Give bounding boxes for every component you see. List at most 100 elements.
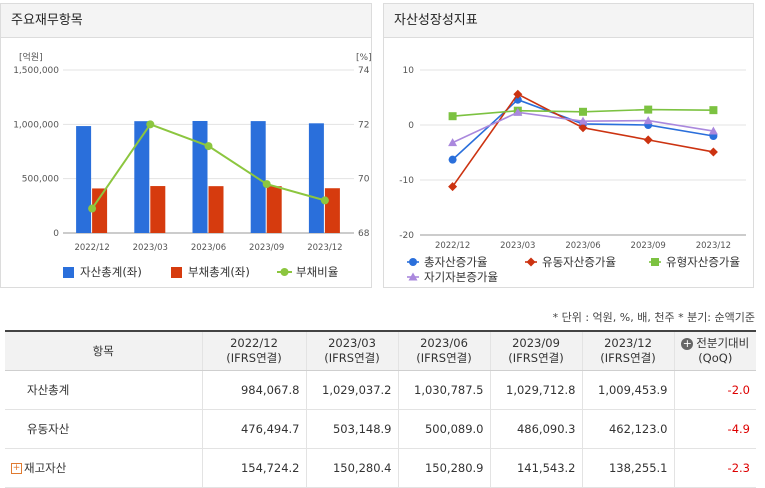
growth-point [643,135,653,145]
x-tick-label: 2023/12 [307,243,342,253]
cell: 476,494.7 [201,409,306,449]
column-header: 2022/12 (IFRS연결) [201,330,306,371]
column-header-qoq: + 전분기대비 (QoQ) [673,330,756,371]
legend-swatch [526,257,536,267]
ratio-point [146,120,155,129]
growth-point [579,107,587,116]
bar-asset [192,120,208,233]
legend-swatch [409,258,417,266]
x-tick-label: 2023/06 [565,241,600,251]
y-tick-label-left: 0 [53,229,59,239]
column-header: 2023/09 (IFRS연결) [489,330,582,371]
cell: 1,029,037.2 [305,370,398,410]
column-header: 2023/06 (IFRS연결) [397,330,490,371]
table-header-row: 항목 2022/12 (IFRS연결) 2023/03 (IFRS연결) 2023/… [5,330,756,371]
cell: 150,280.4 [305,448,398,488]
cell: 138,255.1 [581,448,674,488]
table-row: 자산총계 984,067.8 1,029,037.2 1,030,787.5 1… [5,370,756,410]
row-label: 자산총계 [5,370,202,410]
growth-point [708,126,718,135]
y-tick-label-right: 68 [358,229,370,239]
growth-point [448,112,457,121]
growth-point [513,89,523,99]
legend-label: 총자산증가율 [424,255,487,269]
cell: 1,009,453.9 [581,370,674,410]
left-axis-unit: [억원] [19,51,43,63]
growth-point [448,182,458,192]
column-header: 2023/03 (IFRS연결) [305,330,398,371]
cell: 503,148.9 [305,409,398,449]
y-tick-label-right: 72 [358,120,369,130]
qoq-cell: -2.3 [673,448,756,488]
y-tick-label: 10 [403,66,415,76]
bar-asset [250,121,266,233]
legend-swatch [63,267,74,278]
y-tick-label-right: 74 [358,66,370,76]
x-tick-label: 2022/12 [435,241,470,251]
x-tick-label: 2023/12 [696,241,731,251]
y-tick-label: 0 [408,121,414,131]
growth-point [578,123,588,133]
financial-items-chart: [억원] [%] 0 500,000 1,000,000 1,500,000 68 70 72 7… [13,51,371,279]
ratio-point [204,142,213,151]
asset-growth-chart: -20 -10 0 10 2022/12 2023/03 2023/06 2023/09 202… [399,66,746,284]
y-tick-label: -20 [399,231,414,241]
cell: 984,067.8 [201,370,306,410]
financial-items-panel: 주요재무항목 [억원] [%] 0 500,000 1,000,000 1,500,000… [0,3,372,288]
panel-title: 자산성장성지표 [384,4,753,38]
cell: 486,090.3 [489,409,582,449]
unit-note: * 단위 : 억원, %, 배, 천주 * 분기: 순액기준 [552,311,755,324]
legend-label: 자산총계(좌) [80,265,142,279]
ratio-point [262,180,271,189]
x-tick-label: 2022/12 [74,243,109,253]
ratio-point [88,204,97,213]
legend-label: 유동자산증가율 [542,255,616,269]
growth-point [513,107,523,116]
right-axis-unit: [%] [356,53,371,63]
table-row: 유동자산 476,494.7 503,148.9 500,089.0 486,0… [5,409,756,449]
growth-point [709,106,718,115]
y-tick-label-left: 1,000,000 [13,120,59,130]
bar-liability [92,188,108,233]
y-tick-label: -10 [399,176,414,186]
x-tick-label: 2023/09 [631,241,666,251]
y-tick-label-left: 1,500,000 [13,66,59,76]
cell: 150,280.9 [397,448,490,488]
plus-icon[interactable]: + [681,336,694,350]
qoq-cell: -2.0 [673,370,756,410]
legend-label: 부채비율 [296,265,338,279]
growth-point [708,147,718,157]
asset-growth-panel: 자산성장성지표 -20 -10 0 10 2022/12 2023/03 2023/06 20… [383,3,754,288]
bar-liability [266,186,282,233]
bar-asset [134,121,150,233]
ratio-point [320,196,329,205]
column-header: 2023/12 (IFRS연결) [581,330,674,371]
bar-liability [150,186,166,233]
column-header-item: 항목 [5,330,202,371]
x-tick-label: 2023/09 [249,243,284,253]
bar-asset [308,123,324,233]
row-label: 유동자산 [5,409,202,449]
x-tick-label: 2023/06 [191,243,226,253]
panel-title: 주요재무항목 [1,4,371,38]
table-row: + 재고자산 154,724.2 150,280.4 150,280.9 141,… [5,448,756,488]
growth-point [448,155,457,164]
cell: 1,029,712.8 [489,370,582,410]
cell: 141,543.2 [489,448,582,488]
cell: 462,123.0 [581,409,674,449]
row-label-expandable[interactable]: + 재고자산 [5,448,202,488]
legend-swatch [280,268,289,276]
x-tick-label: 2023/03 [133,243,168,253]
growth-point [578,116,588,125]
bar-asset [76,126,92,233]
legend-label: 부채총계(좌) [188,265,250,279]
growth-point [644,105,653,114]
bar-liability [208,186,224,233]
bar-liability [324,188,340,233]
y-tick-label-right: 70 [358,175,370,185]
growth-point [643,116,653,125]
cell: 154,724.2 [201,448,306,488]
legend-label: 자기자본증가율 [424,270,498,284]
growth-point [448,138,458,147]
financial-table: 항목 2022/12 (IFRS연결) 2023/03 (IFRS연결) 2023/… [5,330,756,488]
